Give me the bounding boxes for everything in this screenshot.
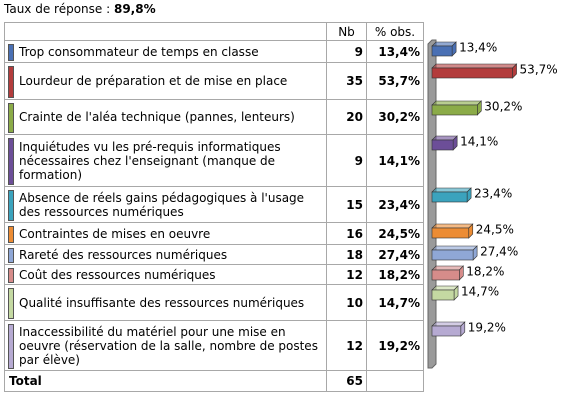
bar [431, 249, 474, 261]
count: 12 [326, 320, 367, 371]
bar [431, 139, 454, 151]
bar-label: 30,2% [484, 100, 522, 114]
count: 9 [326, 134, 367, 187]
count: 10 [326, 284, 367, 321]
percent: 30,2% [366, 99, 424, 135]
count: 9 [326, 40, 367, 63]
row-swatch [8, 248, 14, 263]
row-label: Coût des ressources numériques [4, 264, 327, 285]
bar-top [431, 285, 459, 291]
percent: 19,2% [366, 320, 424, 371]
row-swatch [8, 268, 14, 283]
bar [431, 67, 513, 79]
total-blank [366, 370, 424, 392]
row-swatch [8, 324, 14, 369]
row-swatch [8, 226, 14, 243]
row-label: Inquiétudes vu les pré-requis informatiq… [4, 134, 327, 187]
percent: 27,4% [366, 244, 424, 265]
percent: 18,2% [366, 264, 424, 285]
bar-label: 24,5% [476, 223, 514, 237]
bar-top [431, 223, 474, 229]
bar-label: 14,7% [461, 285, 499, 299]
bar-top [431, 63, 518, 69]
row-label: Crainte de l'aléa technique (pannes, len… [4, 99, 327, 135]
row-swatch [8, 66, 14, 98]
response-rate: Taux de réponse : 89,8% [4, 2, 156, 16]
bar [431, 227, 470, 239]
bar-top [431, 100, 483, 106]
total-label: Total [4, 370, 327, 392]
row-label: Lourdeur de préparation et de mise en pl… [4, 62, 327, 100]
bar-label: 18,2% [466, 265, 504, 279]
bar-label: 19,2% [468, 321, 506, 335]
total: 65 [326, 370, 367, 392]
bar-label: 53,7% [520, 63, 558, 77]
row-swatch [8, 138, 14, 185]
count: 16 [326, 222, 367, 245]
row-swatch [8, 103, 14, 133]
row-label: Absence de réels gains pédagogiques à l'… [4, 186, 327, 223]
bar-label: 13,4% [459, 41, 497, 55]
count: 20 [326, 99, 367, 135]
row-label: Qualité insuffisante des ressources numé… [4, 284, 327, 321]
percent: 13,4% [366, 40, 424, 63]
percent: 14,7% [366, 284, 424, 321]
percent: 23,4% [366, 186, 424, 223]
count: 12 [326, 264, 367, 285]
response-value: 89,8% [113, 2, 156, 16]
count: 35 [326, 62, 367, 100]
bar-label: 27,4% [480, 245, 518, 259]
row-label: Trop consommateur de temps en classe [4, 40, 327, 63]
row-label: Rareté des ressources numériques [4, 244, 327, 265]
bar-top [431, 245, 478, 251]
percent: 24,5% [366, 222, 424, 245]
bar [431, 45, 453, 57]
bar [431, 269, 460, 281]
percent: 53,7% [366, 62, 424, 100]
row-label: Inaccessibilité du matériel pour une mis… [4, 320, 327, 371]
response-label: Taux de réponse : [4, 2, 111, 16]
bar-top [431, 265, 465, 271]
row-swatch [8, 44, 14, 61]
bar [431, 191, 468, 203]
axis-wall [427, 39, 437, 369]
bar-label: 14,1% [460, 135, 498, 149]
bar-label: 23,4% [474, 187, 512, 201]
percent: 14,1% [366, 134, 424, 187]
bar-top [431, 321, 466, 327]
count: 18 [326, 244, 367, 265]
bar [431, 104, 478, 116]
row-swatch [8, 190, 14, 221]
row-label: Contraintes de mises en oeuvre [4, 222, 327, 245]
bar [431, 289, 455, 301]
bar-top [431, 187, 472, 193]
row-swatch [8, 288, 14, 319]
bar [431, 325, 462, 337]
count: 15 [326, 186, 367, 223]
